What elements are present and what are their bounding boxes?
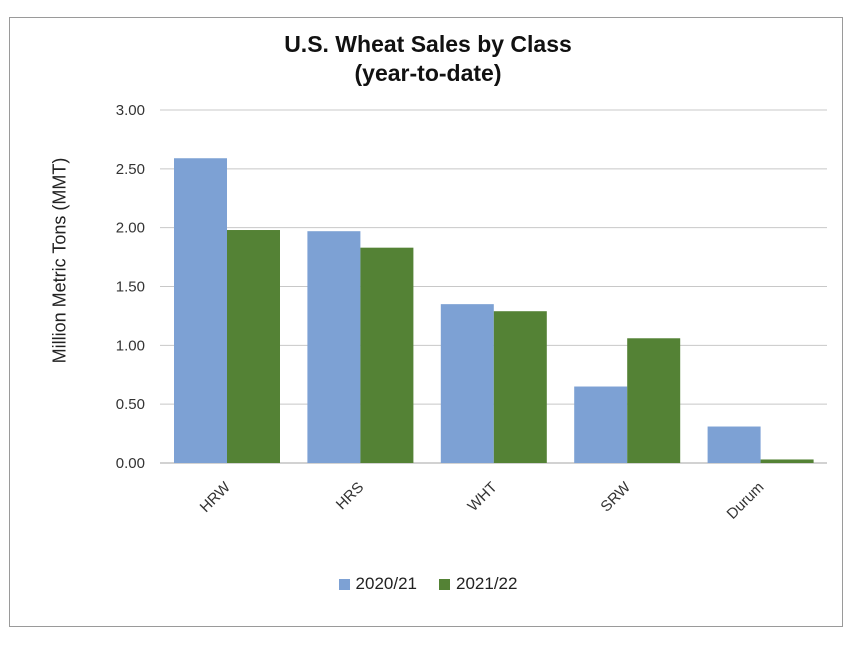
bar-2021-22-hrw [227, 230, 280, 463]
x-tick-label: Durum [724, 479, 768, 523]
bar-2021-22-durum [760, 459, 814, 463]
bar-2020-21-wht [440, 304, 494, 463]
x-tick-label: WHT [464, 479, 500, 515]
chart-title-line1: U.S. Wheat Sales by Class [284, 31, 572, 57]
bar-2020-21-srw [574, 386, 628, 463]
y-tick-label: 1.00 [116, 337, 145, 354]
legend: 2020/21 2021/22 [0, 574, 856, 594]
bar-2021-22-srw [627, 338, 681, 463]
legend-swatch-series-2 [439, 578, 450, 590]
legend-label-series-2: 2021/22 [456, 574, 518, 593]
x-tick-label: HRW [197, 478, 235, 516]
y-tick-label: 0.50 [116, 396, 145, 413]
chart-title: U.S. Wheat Sales by Class (year-to-date) [0, 30, 856, 88]
legend-swatch-series-1 [338, 578, 350, 590]
bar-2020-21-hrw [174, 158, 227, 463]
chart-frame [9, 17, 843, 627]
bar-2021-22-hrs [360, 247, 414, 463]
y-tick-label: 0.00 [116, 455, 145, 472]
legend-label-series-1: 2020/21 [355, 574, 417, 593]
y-tick-label: 3.00 [116, 102, 145, 119]
chart-title-line2: (year-to-date) [354, 60, 502, 86]
legend-item-series-2: 2021/22 [439, 574, 517, 594]
y-tick-label: 1.50 [116, 279, 145, 296]
legend-item-series-1: 2020/21 [338, 574, 417, 594]
y-tick-label: 2.50 [116, 161, 145, 178]
y-tick-label: 2.00 [116, 220, 145, 237]
bar-2020-21-durum [707, 426, 761, 463]
x-tick-label: SRW [597, 478, 634, 515]
x-tick-label: HRS [333, 479, 367, 513]
bar-2020-21-hrs [307, 231, 361, 463]
bar-2021-22-wht [493, 311, 547, 463]
